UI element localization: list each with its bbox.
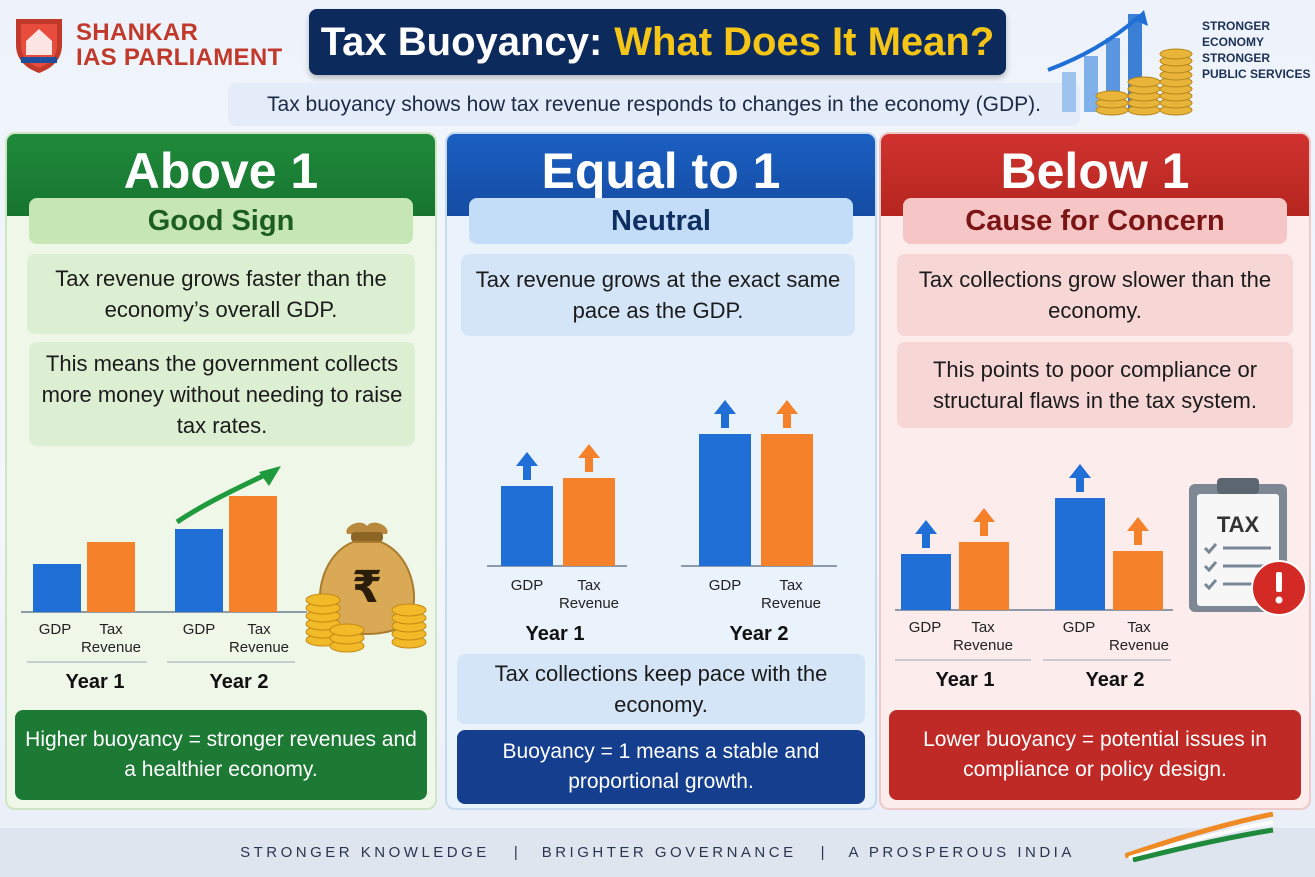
tax-revenue-bar [1113, 551, 1163, 610]
slogan-line: PUBLIC SERVICES [1202, 67, 1311, 81]
coins-stack-icon [305, 593, 427, 653]
up-arrow-icon [1069, 464, 1091, 492]
gdp-label: GDP [39, 621, 72, 638]
tax-label: Tax [1127, 619, 1151, 636]
tax-clipboard-icon: TAX [1189, 478, 1307, 616]
tax-label: Tax [577, 577, 601, 594]
panel-explanation: Tax collections keep pace with the econo… [457, 654, 865, 724]
panel-ribbon: Good Sign [29, 198, 413, 244]
gdp-label: GDP [909, 619, 942, 636]
panel-ribbon: Cause for Concern [903, 198, 1287, 244]
panel-description: Tax revenue grows faster than the econom… [27, 254, 415, 334]
tax-revenue-bar [959, 542, 1009, 610]
title-main: Tax Buoyancy: [320, 19, 603, 64]
panel-explanation: This means the government collects more … [29, 342, 415, 446]
panel-takeaway: Lower buoyancy = potential issues in com… [889, 710, 1301, 800]
gdp-label: GDP [709, 577, 742, 594]
rupee-symbol: ₹ [352, 562, 383, 613]
panel-equal-1: Equal to 1 Neutral Tax revenue grows at … [445, 132, 877, 810]
gdp-bar [699, 434, 751, 566]
tax-revenue-bar [229, 496, 277, 612]
panel-ribbon: Neutral [469, 198, 853, 244]
up-arrow-icon [516, 452, 538, 480]
trend-arrow-head [259, 466, 281, 486]
footer-separator: | [820, 844, 825, 861]
year-label: Year 2 [730, 623, 789, 645]
tax-label-line2: Revenue [761, 595, 821, 612]
logo-line2: IAS PARLIAMENT [76, 44, 283, 71]
up-arrow-icon [915, 520, 937, 548]
footer-item: A PROSPEROUS INDIA [848, 844, 1075, 861]
tax-label: Tax [247, 621, 271, 638]
tax-label-line2: Revenue [559, 595, 619, 612]
gdp-bar [501, 486, 553, 566]
tax-label-line2: Revenue [81, 639, 141, 656]
panel-description: Tax revenue grows at the exact same pace… [461, 254, 855, 336]
year-label: Year 1 [66, 671, 125, 693]
gdp-label: GDP [1063, 619, 1096, 636]
page-title: Tax Buoyancy: What Does It Mean? [309, 9, 1006, 75]
panel-below-1: Below 1 Cause for Concern Tax collection… [879, 132, 1311, 810]
gdp-bar [175, 529, 223, 612]
up-arrow-icon [1127, 517, 1149, 545]
tricolor-swoosh-icon [1125, 812, 1274, 862]
panel-explanation: This points to poor compliance or struct… [897, 342, 1293, 428]
year-label: Year 1 [526, 623, 585, 645]
bar-chart: GDP Tax Revenue GDP Tax Revenue Year 1 Y… [21, 466, 427, 693]
title-accent: What Does It Mean? [614, 19, 995, 64]
panel-takeaway: Buoyancy = 1 means a stable and proporti… [457, 730, 865, 804]
year-label: Year 2 [1086, 669, 1145, 691]
bar-chart: GDP Tax Revenue GDP Tax Revenue Year 1 Y… [487, 400, 837, 645]
tax-label: Tax [779, 577, 803, 594]
up-arrow-icon [578, 444, 600, 472]
trend-arrow-line [175, 471, 269, 525]
tax-label: Tax [971, 619, 995, 636]
tax-revenue-bar [563, 478, 615, 566]
logo-line1: SHANKAR [76, 19, 199, 46]
tax-revenue-bar [87, 542, 135, 612]
footer-item: BRIGHTER GOVERNANCE [541, 844, 797, 861]
logo-shield-icon [16, 19, 62, 73]
tax-sign: TAX [1217, 512, 1260, 537]
tax-label-line2: Revenue [953, 637, 1013, 654]
gdp-bar [33, 564, 81, 612]
slogan-line: STRONGER [1202, 19, 1271, 33]
up-arrow-icon [776, 400, 798, 428]
slogan-line: ECONOMY [1202, 35, 1265, 49]
up-arrow-icon [973, 508, 995, 536]
footer-separator: | [513, 844, 518, 861]
tax-label-line2: Revenue [229, 639, 289, 656]
slogan: STRONGER ECONOMY STRONGER PUBLIC SERVICE… [1202, 18, 1312, 82]
growth-coins-icon [1047, 10, 1193, 116]
up-arrow-icon [714, 400, 736, 428]
year-label: Year 1 [936, 669, 995, 691]
gdp-label: GDP [511, 577, 544, 594]
tax-label-line2: Revenue [1109, 637, 1169, 654]
tax-revenue-bar [761, 434, 813, 566]
footer: STRONGER KNOWLEDGE | BRIGHTER GOVERNANCE… [0, 828, 1315, 877]
money-bag-icon: ₹ [319, 522, 415, 635]
tax-label: Tax [99, 621, 123, 638]
panel-above-1: Above 1 Good Sign Tax revenue grows fast… [5, 132, 437, 810]
year-label: Year 2 [210, 671, 269, 693]
slogan-line: STRONGER [1202, 51, 1271, 65]
footer-item: STRONGER KNOWLEDGE [240, 844, 490, 861]
subtitle: Tax buoyancy shows how tax revenue respo… [228, 83, 1080, 126]
logo: SHANKAR IAS PARLIAMENT [12, 14, 292, 76]
gdp-bar [901, 554, 951, 610]
bar-chart: GDP Tax Revenue GDP Tax Revenue Year 1 Y… [895, 464, 1307, 691]
gdp-label: GDP [183, 621, 216, 638]
panel-description: Tax collections grow slower than the eco… [897, 254, 1293, 336]
gdp-bar [1055, 498, 1105, 610]
panel-takeaway: Higher buoyancy = stronger revenues and … [15, 710, 427, 800]
